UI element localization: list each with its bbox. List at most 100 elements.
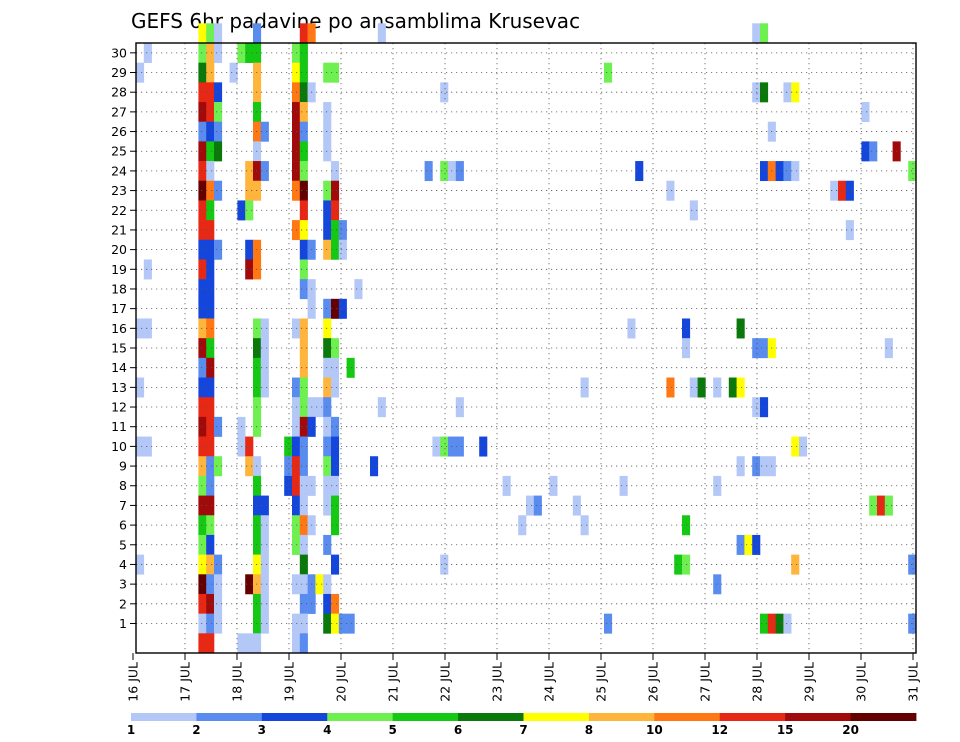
cell-271 — [884, 495, 893, 516]
cell-213 — [143, 436, 152, 457]
cell-305 — [908, 554, 917, 575]
y-tick-label: 26 — [111, 124, 127, 139]
cell-277 — [299, 515, 308, 536]
cell-344 — [198, 633, 207, 654]
cell-30 — [214, 82, 223, 103]
cell-343 — [908, 613, 917, 634]
cell-342 — [783, 613, 792, 634]
cell-311 — [260, 574, 269, 595]
cell-141 — [338, 298, 347, 319]
cell-191 — [206, 397, 215, 418]
cell-28 — [198, 82, 207, 103]
cell-78 — [455, 161, 464, 182]
cell-46 — [323, 102, 332, 123]
cell-135 — [354, 279, 363, 300]
colorbar-swatch — [523, 713, 590, 721]
cell-250 — [299, 475, 308, 496]
colorbar-swatch — [785, 713, 851, 721]
x-tick-label: 27 JUL — [698, 662, 713, 702]
y-tick-label: 17 — [111, 301, 127, 316]
colorbar-swatch — [654, 713, 721, 721]
cell-87 — [206, 180, 215, 201]
cell-239 — [331, 456, 340, 477]
cell-243 — [760, 456, 769, 477]
cell-127 — [206, 259, 215, 280]
cell-281 — [580, 515, 589, 536]
colorbar-label: 20 — [842, 723, 859, 737]
cell-224 — [440, 436, 449, 457]
cell-160 — [331, 338, 340, 359]
cell-217 — [245, 436, 254, 457]
cell-189 — [736, 377, 745, 398]
cell-147 — [260, 318, 269, 339]
cell-215 — [206, 436, 215, 457]
cell-6 — [377, 23, 386, 44]
cell-178 — [260, 377, 269, 398]
cell-57 — [198, 141, 207, 162]
cell-241 — [736, 456, 745, 477]
cell-126 — [198, 259, 207, 280]
cell-14 — [245, 43, 254, 63]
cell-2 — [214, 23, 223, 44]
x-tick-label: 19 JUL — [282, 662, 297, 702]
cell-176 — [206, 377, 215, 398]
cell-194 — [299, 397, 308, 418]
cell-5 — [307, 23, 316, 44]
y-tick-label: 13 — [111, 380, 127, 395]
x-tick-label: 17 JUL — [178, 662, 193, 702]
cell-120 — [299, 239, 308, 260]
cell-188 — [728, 377, 737, 398]
cell-27 — [604, 62, 613, 83]
cell-293 — [136, 554, 145, 575]
cell-12 — [214, 43, 223, 63]
cell-204 — [214, 416, 223, 437]
colorbar-label: 8 — [585, 723, 593, 737]
cell-94 — [331, 180, 340, 201]
cell-331 — [260, 613, 269, 634]
cell-85 — [908, 161, 917, 182]
cell-17 — [299, 43, 308, 63]
cell-143 — [143, 318, 152, 339]
cell-289 — [323, 534, 332, 555]
cell-187 — [713, 377, 722, 398]
cell-341 — [775, 613, 784, 634]
cell-222 — [331, 436, 340, 457]
cell-114 — [845, 220, 854, 241]
y-tick-label: 25 — [111, 144, 127, 159]
cell-345 — [206, 633, 215, 654]
cell-299 — [299, 554, 308, 575]
cell-25 — [323, 62, 332, 83]
cell-252 — [323, 475, 332, 496]
cell-214 — [198, 436, 207, 457]
cell-327 — [198, 613, 207, 634]
cell-306 — [198, 574, 207, 595]
colorbar-swatch — [458, 713, 524, 721]
cell-105 — [331, 200, 340, 221]
colorbar: 1 2 3 4 5 6 7 8 10 12 15 20 — [127, 713, 917, 737]
cell-59 — [214, 141, 223, 162]
cell-336 — [338, 613, 347, 634]
cell-283 — [198, 534, 207, 555]
cell-68 — [206, 161, 215, 182]
cell-92 — [299, 180, 308, 201]
cell-142 — [136, 318, 145, 339]
cell-21 — [229, 62, 238, 83]
cell-19 — [198, 62, 207, 83]
y-tick-label: 6 — [119, 518, 127, 533]
y-tick-label: 9 — [119, 459, 127, 474]
y-tick-label: 21 — [111, 222, 127, 237]
y-tick-label: 10 — [111, 439, 127, 454]
cell-10 — [198, 43, 207, 63]
cell-291 — [744, 534, 753, 555]
cell-267 — [533, 495, 542, 516]
x-tick-label: 18 JUL — [230, 662, 245, 702]
y-tick-label: 7 — [119, 498, 127, 513]
cell-84 — [791, 161, 800, 182]
cell-125 — [143, 259, 152, 280]
gridlines — [136, 43, 916, 653]
cell-98 — [845, 180, 854, 201]
cell-102 — [245, 200, 254, 221]
cell-173 — [346, 357, 355, 378]
cell-166 — [198, 357, 207, 378]
cell-218 — [284, 436, 293, 457]
